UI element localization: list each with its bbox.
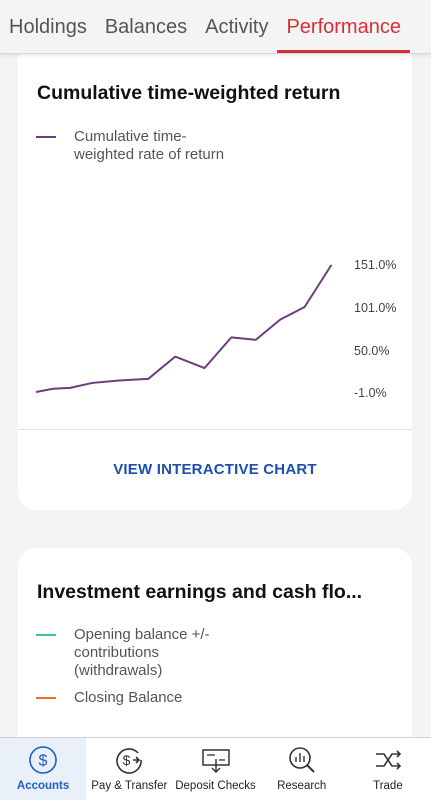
nav-label: Accounts	[16, 780, 70, 792]
earnings-card-title: Investment earnings and cash flo...	[37, 581, 363, 603]
performance-card: Cumulative time-weighted return Cumulati…	[18, 40, 412, 510]
nav-accounts[interactable]: $ Accounts	[0, 738, 87, 800]
bottom-nav: $ Accounts $ Pay & Transfer Deposit Chec…	[0, 737, 431, 800]
legend-label: Cumulative time- weighted rate of return	[74, 128, 225, 163]
y-tick-label: 50.0%	[354, 344, 389, 358]
y-tick-label: 101.0%	[354, 301, 396, 315]
nav-research[interactable]: Research	[259, 738, 345, 800]
tab-performance[interactable]: Performance	[277, 0, 410, 53]
legend-swatch	[36, 697, 56, 699]
tab-balances[interactable]: Balances	[104, 16, 188, 38]
trade-arrows-icon	[375, 750, 402, 770]
research-magnifier-icon	[288, 747, 315, 773]
nav-trade[interactable]: Trade	[345, 738, 431, 800]
deposit-check-icon	[201, 749, 230, 774]
nav-label: Trade	[373, 780, 403, 792]
performance-card-title: Cumulative time-weighted return	[37, 82, 341, 104]
series-line	[35, 264, 333, 393]
chart-legend: Cumulative time- weighted rate of return	[36, 128, 224, 164]
legend-label: Closing Balance	[74, 689, 183, 706]
legend-swatch	[36, 136, 56, 138]
tab-activity[interactable]: Activity	[205, 16, 269, 38]
legend-label: Opening balance +/- contributions (withd…	[74, 626, 210, 679]
nav-pay-transfer[interactable]: $ Pay & Transfer	[86, 738, 172, 800]
card-divider	[18, 429, 412, 430]
nav-label: Deposit Checks	[175, 780, 256, 792]
dollar-circle-icon: $	[29, 746, 57, 774]
nav-deposit-checks[interactable]: Deposit Checks	[172, 738, 258, 800]
nav-label: Research	[277, 780, 327, 792]
nav-label: Pay & Transfer	[91, 780, 168, 792]
view-interactive-chart-link[interactable]: VIEW INTERACTIVE CHART	[113, 461, 317, 478]
y-tick-label: -1.0%	[354, 386, 387, 400]
top-tab-bar: Holdings Balances Activity Performance	[0, 0, 431, 54]
legend-swatch	[36, 634, 56, 636]
svg-text:$: $	[123, 752, 131, 768]
performance-line-chart[interactable]: 151.0%101.0%50.0%-1.0%Jul2024Dec2024Mar2…	[18, 180, 412, 410]
y-tick-label: 151.0%	[354, 258, 396, 272]
tab-holdings[interactable]: Holdings	[9, 16, 87, 38]
earnings-legend-opening: Opening balance +/- contributions (withd…	[36, 626, 210, 680]
earnings-legend-closing: Closing Balance	[36, 689, 182, 707]
dollar-transfer-icon: $	[116, 748, 143, 774]
svg-text:$: $	[39, 753, 48, 770]
